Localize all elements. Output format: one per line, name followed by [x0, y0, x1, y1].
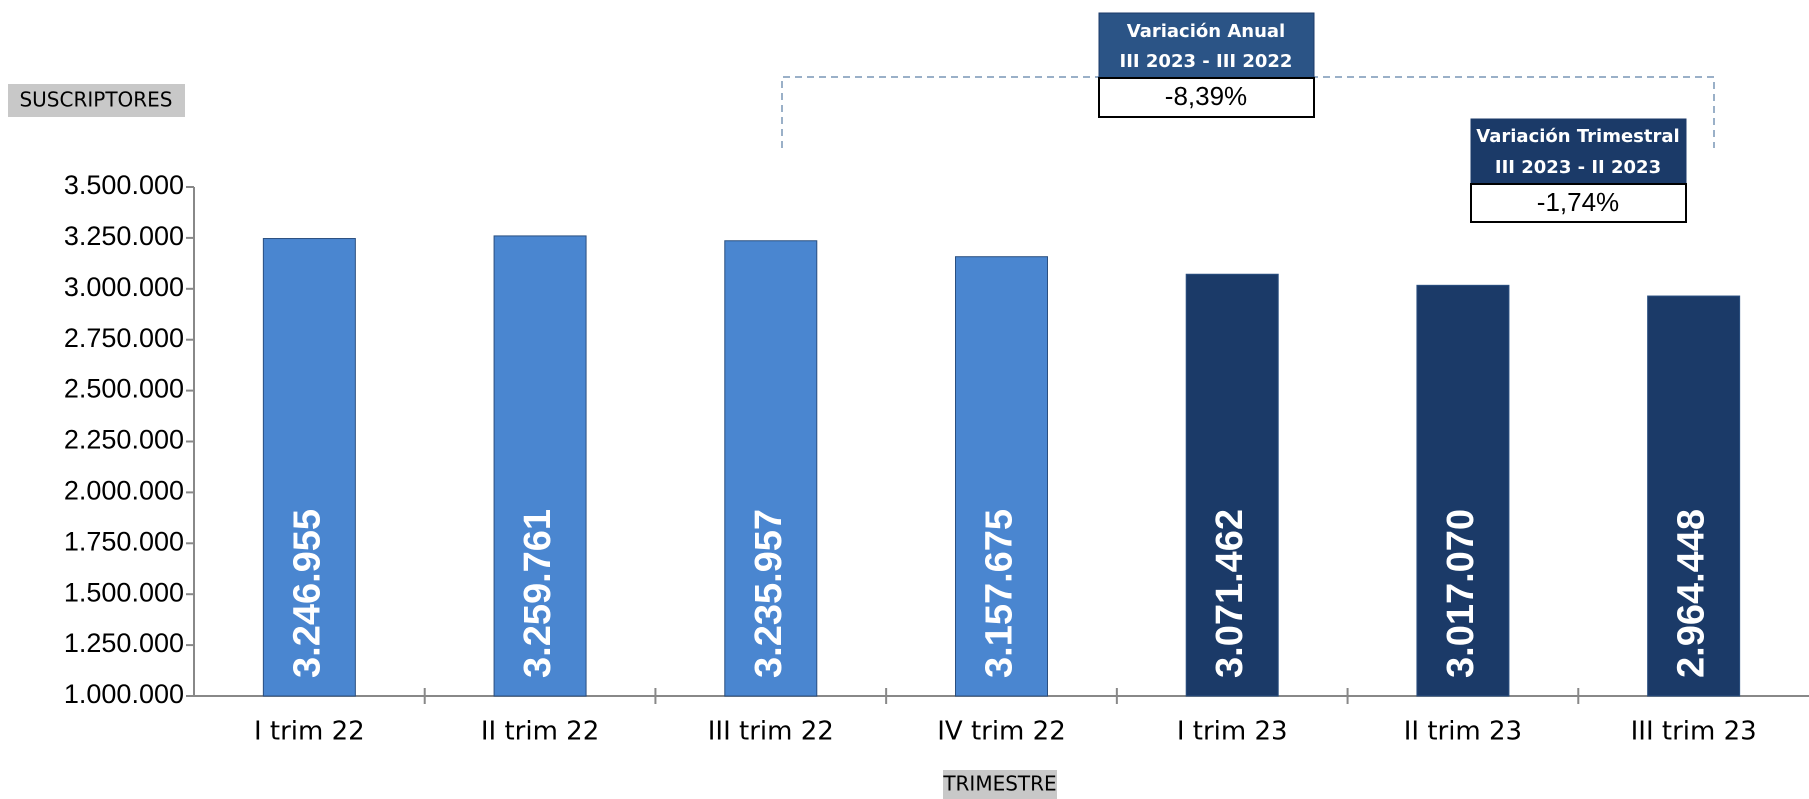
annotation-box — [1470, 183, 1687, 223]
bar — [724, 240, 818, 697]
x-tick-label: II trim 22 — [481, 717, 599, 747]
y-tick-label: 1.250.000 — [64, 628, 184, 658]
y-tick-label: 1.750.000 — [64, 526, 184, 556]
bar — [1185, 273, 1279, 697]
bar — [262, 238, 356, 697]
bar — [1647, 295, 1741, 697]
y-tick-label: 1.000.000 — [64, 679, 184, 709]
annotation-title: Variación Trimestral — [1476, 126, 1679, 147]
value-label: 3.157.675 — [979, 509, 1021, 678]
y-tick-label: 3.500.000 — [64, 170, 184, 200]
y-tick-label: 2.500.000 — [64, 374, 184, 404]
value-label: 3.071.462 — [1209, 509, 1251, 678]
x-label-box — [943, 770, 1057, 799]
x-tick-label: I trim 22 — [254, 717, 365, 747]
value-label: 2.964.448 — [1671, 509, 1713, 678]
x-axis-label: TRIMESTRE — [942, 772, 1056, 796]
annotation-value: -8,39% — [1165, 81, 1247, 111]
annotation-header — [1470, 118, 1687, 185]
y-tick-label: 1.500.000 — [64, 577, 184, 607]
y-tick-label: 3.250.000 — [64, 221, 184, 251]
x-tick-label: III trim 23 — [1631, 717, 1757, 747]
y-tick-label: 2.000.000 — [64, 476, 184, 506]
bar — [955, 256, 1048, 697]
annotation-title: Variación Anual — [1127, 21, 1285, 42]
annotation-subtitle: III 2023 - II 2023 — [1495, 157, 1661, 178]
bracket — [781, 76, 1715, 148]
x-tick-label: III trim 22 — [708, 717, 834, 747]
value-label: 3.017.070 — [1440, 509, 1482, 678]
bar — [1416, 284, 1510, 697]
y-tick-label: 2.750.000 — [64, 323, 184, 353]
y-label-box — [8, 84, 185, 117]
value-label: 3.235.957 — [748, 509, 790, 678]
x-tick-label: IV trim 22 — [937, 717, 1066, 747]
y-tick-label: 3.000.000 — [64, 272, 184, 302]
annotation-box — [1098, 77, 1315, 118]
annotation-subtitle: III 2023 - III 2022 — [1120, 51, 1293, 72]
y-tick-label: 2.250.000 — [64, 425, 184, 455]
y-axis-label: SUSCRIPTORES — [19, 88, 172, 112]
annotation-header — [1098, 12, 1315, 79]
value-label: 3.246.955 — [286, 509, 328, 678]
x-tick-label: I trim 23 — [1177, 717, 1288, 747]
value-label: 3.259.761 — [517, 509, 559, 678]
annotation-value: -1,74% — [1537, 187, 1619, 217]
bar — [493, 235, 587, 697]
x-tick-label: II trim 23 — [1404, 717, 1522, 747]
